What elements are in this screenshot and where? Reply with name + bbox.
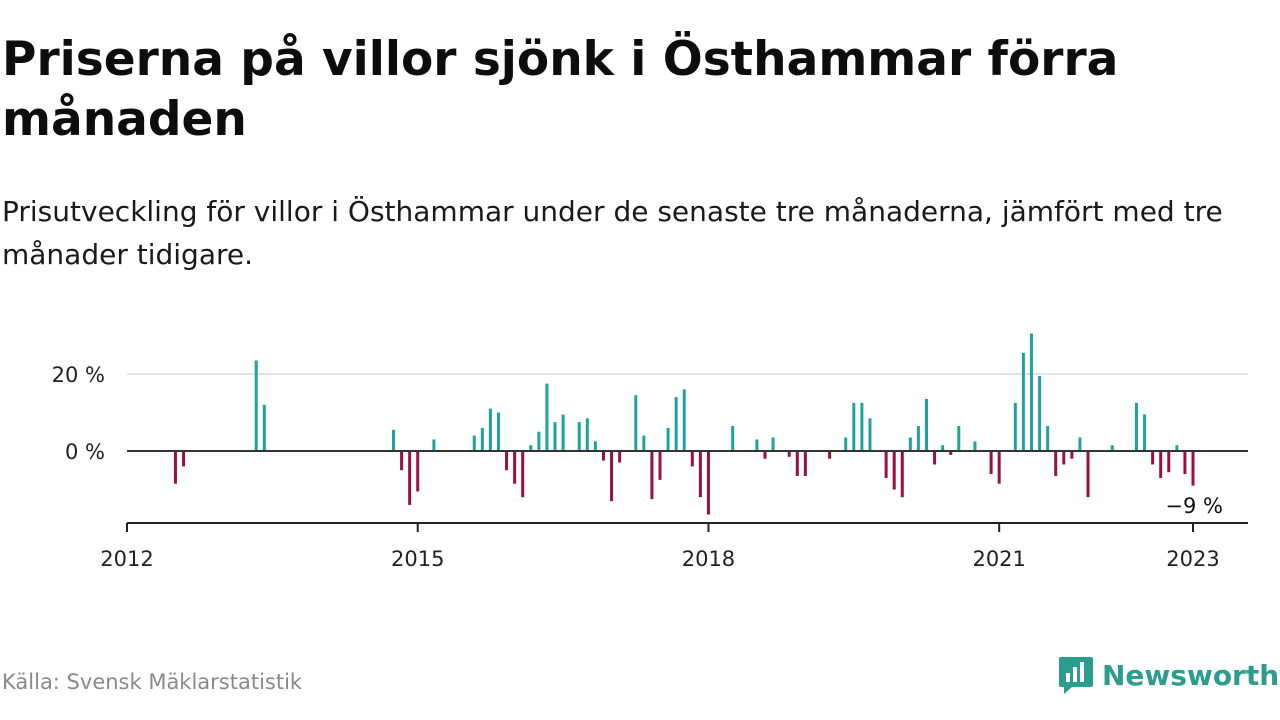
bar [755, 439, 759, 451]
bar [182, 451, 186, 467]
bar [254, 360, 258, 451]
bar [1159, 451, 1163, 478]
bar [731, 425, 735, 452]
bar [1183, 451, 1187, 475]
bar [803, 451, 807, 477]
bar [892, 451, 896, 490]
bar [1062, 451, 1066, 465]
y-tick-label: 0 % [65, 440, 105, 464]
bar [925, 399, 928, 451]
bar [488, 408, 492, 451]
bar [852, 402, 856, 452]
bar [1021, 352, 1025, 451]
source-note: Källa: Svensk Mäklarstatistik [2, 670, 303, 694]
bar [690, 451, 694, 467]
bar [585, 418, 589, 451]
newsworthy-logo-icon [1059, 657, 1093, 694]
bar [884, 451, 888, 478]
bar [908, 437, 912, 451]
bar [392, 429, 395, 451]
bar [496, 412, 500, 451]
bar [1054, 451, 1058, 477]
bar [787, 451, 791, 457]
x-tick-label: 2015 [391, 547, 444, 571]
bar [262, 404, 266, 451]
chart-subtitle: Prisutveckling för villor i Östhammar un… [2, 195, 1223, 271]
bar [900, 451, 904, 498]
axis-layer: 0 % 20 % 2012 2015 2018 2021 2023 −9 % [52, 363, 1248, 571]
last-value-label: −9 % [1165, 494, 1223, 518]
bar [1013, 402, 1017, 452]
bar [828, 451, 832, 459]
bar-layer [173, 333, 1195, 515]
bar [973, 441, 977, 452]
bar [416, 451, 420, 492]
bar [634, 395, 638, 452]
bar [561, 414, 565, 452]
bar [698, 451, 702, 498]
bar [844, 437, 848, 451]
bar [997, 451, 1001, 484]
y-tick-label: 20 % [52, 363, 105, 387]
bar [513, 451, 517, 484]
bar [868, 418, 872, 451]
bar [1191, 451, 1195, 486]
bar [650, 451, 654, 500]
bar [957, 425, 961, 452]
bar [400, 451, 404, 471]
bar [545, 383, 549, 452]
brand-name: Newsworthy [1102, 658, 1280, 692]
bar [480, 427, 484, 451]
bar [505, 451, 509, 471]
bar [577, 422, 581, 452]
bar [949, 451, 953, 455]
bar [1110, 445, 1114, 452]
bar [593, 441, 597, 452]
bar [1046, 425, 1050, 452]
bar [771, 437, 775, 451]
x-tick-label: 2018 [682, 547, 735, 571]
bar [860, 402, 864, 452]
bar [989, 451, 993, 475]
bar [941, 445, 945, 452]
x-tick-label: 2023 [1166, 547, 1219, 571]
bar [1038, 375, 1042, 452]
bar [1143, 414, 1147, 452]
bar [537, 431, 541, 451]
bar [618, 451, 622, 463]
bar [529, 445, 533, 452]
x-tick-label: 2021 [972, 547, 1025, 571]
x-tick-label: 2012 [100, 547, 153, 571]
bar [674, 397, 678, 451]
bar [173, 451, 177, 484]
bar [1070, 451, 1074, 459]
bar [521, 451, 525, 498]
bar [610, 451, 614, 502]
bar [1078, 437, 1082, 451]
bar [642, 435, 646, 451]
bar [1029, 333, 1033, 451]
bar [553, 422, 557, 452]
bar [408, 451, 412, 505]
bar [432, 439, 436, 451]
bar [1175, 445, 1179, 452]
bar [658, 451, 662, 480]
bar [682, 389, 686, 451]
bar [666, 427, 670, 451]
brand[interactable]: Newsworthy [1058, 654, 1280, 696]
chart-title: Priserna på villor sjönk i Östhammar för… [2, 32, 1119, 147]
bar [763, 451, 767, 459]
bar [1151, 451, 1155, 465]
bar [472, 435, 476, 451]
bar [706, 451, 710, 515]
bar [795, 451, 799, 477]
bar [1086, 451, 1090, 498]
bar [1134, 402, 1138, 452]
bar [916, 425, 920, 452]
bar [601, 451, 605, 461]
bar [1167, 451, 1171, 473]
bar [933, 451, 937, 465]
